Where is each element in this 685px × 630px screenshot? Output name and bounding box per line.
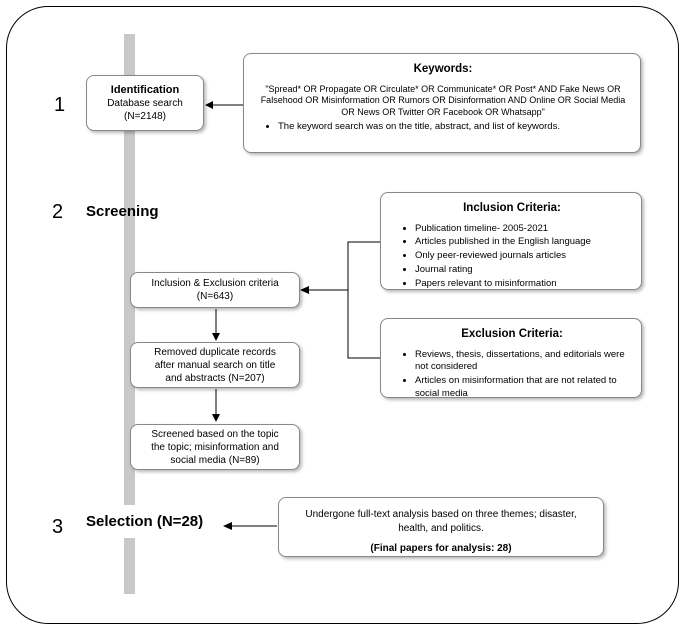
b4-line3: social media (N=89)	[170, 454, 259, 467]
arrow-selection-to-phase3	[223, 520, 277, 532]
exclusion-title: Exclusion Criteria:	[393, 327, 631, 343]
inc-1: Publication timeline- 2005-2021	[415, 223, 631, 236]
b2-line2: (N=643)	[197, 290, 233, 303]
inclusion-title: Inclusion Criteria:	[393, 201, 631, 217]
keywords-panel: Keywords: "Spread* OR Propagate OR Circu…	[243, 53, 641, 153]
identification-sub2: (N=2148)	[124, 110, 166, 123]
selection-line2: (Final papers for analysis: 28)	[291, 542, 591, 556]
phase-2-number: 2	[52, 201, 63, 224]
exclusion-panel: Exclusion Criteria: Reviews, thesis, dis…	[380, 318, 642, 398]
b4-line1: Screened based on the topic	[151, 428, 278, 441]
inc-3: Only peer-reviewed journals articles	[415, 250, 631, 263]
selection-panel: Undergone full-text analysis based on th…	[278, 497, 604, 557]
inc-4: Journal rating	[415, 264, 631, 277]
b4-line2: the topic; misinformation and	[151, 441, 279, 454]
exc-1: Reviews, thesis, dissertations, and edit…	[415, 349, 631, 375]
inc-2: Articles published in the English langua…	[415, 236, 631, 249]
exc-2: Articles on misinformation that are not …	[415, 375, 631, 401]
b3-line1: Removed duplicate records	[154, 346, 276, 359]
identification-title: Identification	[111, 83, 179, 97]
identification-sub1: Database search	[107, 97, 183, 110]
b3-line2: after manual search on title	[155, 359, 276, 372]
identification-box: Identification Database search (N=2148)	[86, 75, 204, 131]
keywords-title: Keywords:	[256, 62, 630, 78]
inc-5: Papers relevant to misinformation	[415, 278, 631, 291]
arrow-b3-b4	[210, 389, 222, 423]
phase-3-number: 3	[52, 516, 63, 539]
keywords-body: "Spread* OR Propagate OR Circulate* OR C…	[256, 84, 630, 119]
inclusion-panel: Inclusion Criteria: Publication timeline…	[380, 192, 642, 290]
criteria-bracket-arrow	[300, 240, 382, 370]
phase-1-number: 1	[54, 94, 65, 117]
phase-3-label: Selection (N=28)	[82, 505, 207, 538]
screened-topic-box: Screened based on the topic the topic; m…	[130, 424, 300, 470]
arrow-keywords-to-id	[205, 100, 243, 110]
keywords-bullet: The keyword search was on the title, abs…	[278, 121, 630, 134]
arrow-b2-b3	[210, 309, 222, 341]
b3-line3: and abstracts (N=207)	[165, 372, 264, 385]
remove-duplicates-box: Removed duplicate records after manual s…	[130, 342, 300, 388]
inclusion-exclusion-box: Inclusion & Exclusion criteria (N=643)	[130, 272, 300, 308]
selection-line1: Undergone full-text analysis based on th…	[291, 508, 591, 536]
b2-line1: Inclusion & Exclusion criteria	[151, 277, 278, 290]
phase-2-label: Screening	[86, 203, 159, 220]
